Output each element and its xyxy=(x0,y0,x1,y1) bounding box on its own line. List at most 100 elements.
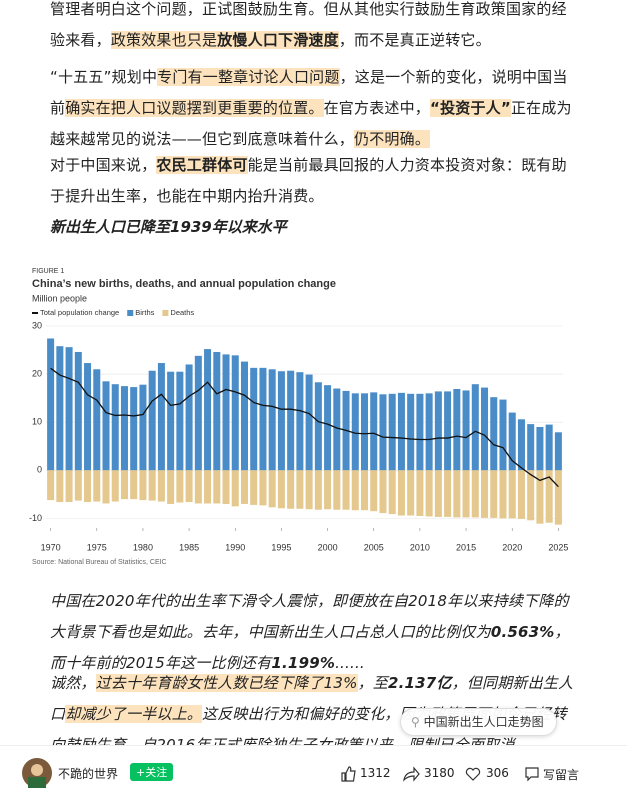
bar xyxy=(351,470,359,511)
bar xyxy=(314,382,322,471)
x-tick-label: 1985 xyxy=(179,542,199,552)
bar xyxy=(185,470,193,503)
bar xyxy=(84,363,92,471)
bar xyxy=(471,384,479,471)
bar xyxy=(120,470,128,500)
author-name[interactable]: 不跪的世界 xyxy=(58,767,119,781)
bar xyxy=(333,388,341,471)
bar xyxy=(277,470,285,509)
search-pill[interactable]: ⚲ 中国新出生人口走势图 xyxy=(400,708,557,736)
like-count: 1312 xyxy=(360,766,391,780)
text-segment: ，而十年前的2015年这一比例还有 xyxy=(50,623,570,672)
bar xyxy=(416,470,424,516)
bar xyxy=(176,371,184,471)
text-segment: ，至 xyxy=(357,674,388,692)
bar xyxy=(139,470,147,501)
bar xyxy=(167,470,175,504)
bar xyxy=(204,349,212,471)
bar xyxy=(490,470,498,518)
text-segment: 1.199% xyxy=(271,654,336,672)
text-segment: “十五五”规划中 xyxy=(50,68,158,86)
paragraph: 中国在2020年代的出生率下滑令人震惊，即便放在自2018年以来持续下降的大背景… xyxy=(50,586,578,679)
bar xyxy=(250,470,258,505)
bar xyxy=(268,369,276,471)
bar xyxy=(370,392,378,471)
bar xyxy=(65,470,73,503)
text-segment: 管理者明白这个问题，正试图鼓励生育。但从其他实行鼓励生育政策国家的经验来看， xyxy=(50,0,567,49)
bar xyxy=(425,393,433,471)
bar xyxy=(527,470,535,521)
chart-source: Source: National Bureau of Statistics, C… xyxy=(32,559,167,566)
x-tick-label: 2000 xyxy=(318,542,338,552)
bar xyxy=(157,363,165,471)
bar xyxy=(120,386,128,471)
bar xyxy=(361,393,369,471)
bar xyxy=(185,364,193,471)
text-segment: 却减少了一半以上。 xyxy=(65,705,203,723)
bar xyxy=(481,387,489,471)
bar xyxy=(545,424,553,471)
wow-count: 306 xyxy=(486,766,509,780)
comment-button[interactable]: 写留言 xyxy=(543,768,580,782)
x-tick-label: 1995 xyxy=(271,542,291,552)
follow-button[interactable]: +关注 xyxy=(130,763,174,781)
bar xyxy=(416,393,424,471)
bar xyxy=(499,470,507,519)
text-segment: ，但同期新出生人口 xyxy=(50,674,574,723)
share-count: 3180 xyxy=(424,766,455,780)
text-segment: ，而不是真正逆转它。 xyxy=(338,31,491,49)
bar xyxy=(204,470,212,504)
wow-icon[interactable] xyxy=(465,766,481,782)
x-tick-label: 1975 xyxy=(87,542,107,552)
bar xyxy=(56,346,64,471)
y-tick-label: 0 xyxy=(37,465,42,475)
bar xyxy=(397,470,405,516)
bar xyxy=(130,387,138,471)
bar xyxy=(305,470,313,510)
bar xyxy=(240,470,248,504)
paragraph: 对于中国来说，农民工群体可能是当前最具回报的人力资本投资对象：既有助于提升出生率… xyxy=(50,150,578,212)
bar xyxy=(250,367,258,471)
x-tick-label: 2020 xyxy=(502,542,522,552)
bar xyxy=(444,470,452,517)
bar xyxy=(287,470,295,509)
bar xyxy=(56,470,64,503)
bar xyxy=(407,470,415,516)
y-tick-label: 30 xyxy=(32,320,42,330)
bar xyxy=(65,347,73,471)
x-tick-label: 2025 xyxy=(548,542,568,552)
bar xyxy=(388,470,396,515)
bar xyxy=(259,470,267,506)
x-tick-label: 1990 xyxy=(225,542,245,552)
search-text: 中国新出生人口走势图 xyxy=(423,715,544,729)
bar xyxy=(379,470,387,514)
bar xyxy=(139,384,147,471)
bar xyxy=(536,427,544,471)
bar xyxy=(490,397,498,471)
line xyxy=(50,367,559,488)
comment-icon[interactable] xyxy=(524,766,540,782)
legend-label: Total population change xyxy=(40,308,119,317)
bar xyxy=(434,391,442,471)
bar xyxy=(527,424,535,471)
bar xyxy=(370,470,378,512)
bar xyxy=(240,361,248,471)
bar xyxy=(361,470,369,511)
bar xyxy=(47,470,55,501)
text-segment: 放慢人口下滑速度 xyxy=(217,31,339,49)
bar xyxy=(554,432,562,471)
bar xyxy=(74,470,82,501)
text-segment: ...... xyxy=(335,654,365,672)
bar xyxy=(102,381,110,471)
x-tick-label: 2005 xyxy=(364,542,384,552)
avatar[interactable] xyxy=(22,758,52,788)
text-segment: 专门有一整章讨论人口问题 xyxy=(157,68,340,86)
bar xyxy=(453,389,461,471)
bar xyxy=(213,470,221,504)
like-icon[interactable] xyxy=(340,766,356,782)
share-icon[interactable] xyxy=(402,766,420,782)
legend-label: Deaths xyxy=(170,308,194,317)
text-segment: 能是当前最具回报的人力资本投资对象：既有助于提升出生率，也能在中期内抬升消费。 xyxy=(50,156,567,205)
bar xyxy=(351,393,359,471)
